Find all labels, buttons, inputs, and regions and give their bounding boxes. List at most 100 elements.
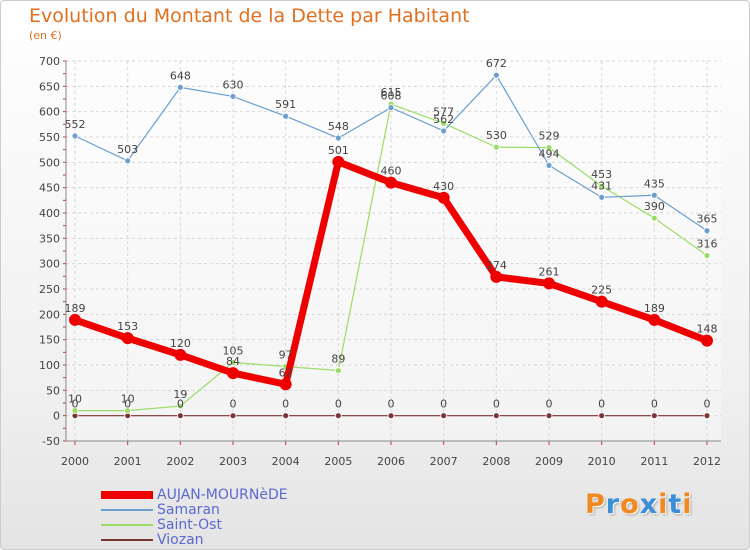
- data-label: 274: [486, 259, 507, 272]
- data-point: [598, 182, 606, 190]
- data-label: 615: [381, 86, 402, 99]
- data-label: 630: [223, 78, 244, 91]
- data-label: 148: [697, 323, 718, 336]
- legend-swatch: [101, 508, 153, 511]
- x-tick-label: 2011: [640, 455, 668, 468]
- data-point: [176, 402, 184, 410]
- data-point: [437, 191, 450, 204]
- data-point: [229, 93, 237, 100]
- data-point: [387, 104, 395, 112]
- data-label: 608: [381, 90, 402, 103]
- legend: AUJAN-MOURNèDE Samaran Saint-Ost Viozan: [101, 486, 288, 548]
- x-tick-label: 2004: [272, 455, 300, 468]
- data-point: [440, 127, 448, 135]
- data-label: 261: [539, 265, 560, 278]
- data-point: [279, 378, 292, 391]
- data-label: 189: [65, 302, 86, 315]
- y-tick-label: 600: [39, 106, 60, 119]
- data-label: 120: [170, 337, 191, 350]
- data-point: [650, 412, 658, 420]
- data-point: [334, 412, 342, 420]
- proxiti-logo: Proxiti: [585, 489, 693, 520]
- legend-label: AUJAN-MOURNèDE: [157, 486, 288, 503]
- data-point: [650, 214, 658, 222]
- data-label: 0: [124, 398, 131, 411]
- legend-swatch: [101, 523, 153, 526]
- y-tick-label: -50: [42, 435, 60, 448]
- x-tick-label: 2000: [61, 455, 89, 468]
- logo-letter: r: [605, 489, 621, 520]
- data-point: [229, 359, 237, 366]
- data-label: 501: [328, 144, 349, 157]
- legend-label: Saint-Ost: [157, 516, 222, 533]
- data-label: 105: [223, 344, 244, 357]
- data-label: 225: [591, 284, 612, 297]
- data-label: 10: [121, 393, 135, 406]
- data-label: 552: [65, 118, 86, 131]
- x-tick-label: 2012: [693, 455, 721, 468]
- y-tick-label: 400: [39, 207, 60, 220]
- data-point: [121, 332, 134, 345]
- data-point: [332, 155, 345, 168]
- data-point: [334, 134, 342, 142]
- data-label: 84: [226, 355, 240, 368]
- data-label: 97: [279, 349, 293, 362]
- y-tick-label: 350: [39, 232, 60, 245]
- data-label: 460: [381, 165, 402, 178]
- data-label: 435: [644, 177, 665, 190]
- chart-subtitle: (en €): [29, 29, 62, 42]
- data-point: [703, 412, 711, 420]
- data-label: 672: [486, 57, 507, 70]
- data-point: [176, 83, 184, 91]
- data-label: 431: [591, 179, 612, 192]
- data-point: [387, 412, 395, 420]
- data-label: 494: [539, 147, 560, 160]
- data-point: [598, 412, 606, 420]
- data-label: 548: [328, 120, 349, 133]
- data-point: [69, 313, 81, 326]
- data-label: 10: [68, 393, 82, 406]
- logo-letter: i: [682, 489, 693, 520]
- data-label: 0: [546, 398, 553, 411]
- data-point: [703, 227, 711, 235]
- x-tick-label: 2002: [166, 455, 194, 468]
- data-label: 562: [433, 113, 454, 126]
- y-tick-label: 450: [39, 182, 60, 195]
- data-point: [229, 412, 237, 420]
- data-point: [227, 367, 239, 380]
- data-point: [492, 412, 500, 420]
- data-label: 0: [72, 398, 79, 411]
- data-label: 591: [275, 98, 296, 111]
- y-tick-label: 300: [39, 258, 60, 271]
- chart-title: Evolution du Montant de la Dette par Hab…: [29, 5, 470, 27]
- data-label: 0: [335, 398, 342, 411]
- data-label: 0: [651, 398, 658, 411]
- data-label: 0: [493, 398, 500, 411]
- y-tick-label: 200: [39, 308, 60, 321]
- data-point: [385, 176, 397, 189]
- y-tick-label: 50: [46, 384, 60, 397]
- logo-letter: t: [668, 489, 683, 520]
- data-label: 0: [282, 398, 289, 411]
- logo-letter: x: [639, 489, 659, 520]
- data-point: [71, 407, 79, 415]
- logo-letter: i: [658, 489, 669, 520]
- y-tick-label: 0: [53, 410, 60, 423]
- x-tick-label: 2009: [535, 455, 563, 468]
- x-tick-label: 2003: [219, 455, 247, 468]
- data-point: [174, 348, 187, 361]
- data-label: 19: [173, 388, 187, 401]
- legend-item: Viozan: [101, 532, 288, 548]
- y-tick-label: 500: [39, 156, 60, 169]
- data-label: 529: [539, 130, 560, 143]
- data-point: [492, 71, 500, 79]
- logo-letter: o: [620, 489, 640, 520]
- data-point: [492, 143, 500, 151]
- data-point: [176, 412, 184, 420]
- data-point: [598, 193, 606, 201]
- data-point: [650, 191, 658, 199]
- data-label: 503: [117, 143, 138, 156]
- data-point: [440, 119, 448, 127]
